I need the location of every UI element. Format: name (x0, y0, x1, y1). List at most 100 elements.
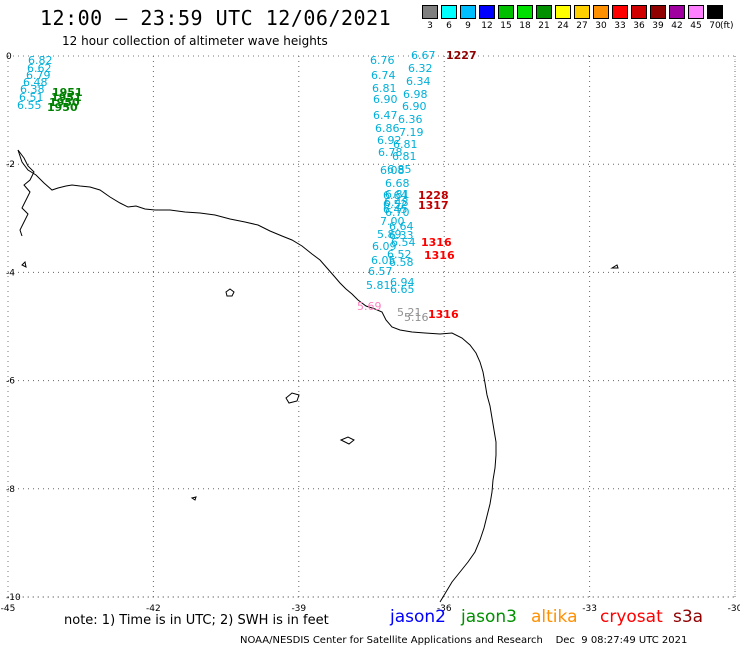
swh-label: 5.16 (404, 311, 429, 324)
coastline (17, 149, 619, 603)
swh-label: 6.76 (370, 54, 395, 67)
swh-label: 6.55 (17, 99, 42, 112)
swh-label: 6.33 (389, 229, 414, 242)
swh-label: 6.64 (389, 220, 414, 233)
legend-swatch (422, 5, 438, 19)
map-frame (7, 55, 736, 598)
swh-label: 5.89 (377, 228, 402, 241)
swh-label: 6.57 (368, 265, 393, 278)
swh-label: 6.38 (20, 83, 45, 96)
legend-label: 6 (446, 21, 452, 31)
lat-tick-label: -4 (6, 268, 15, 278)
lat-tick-label: -10 (6, 593, 21, 603)
swh-label: 6.48 (384, 196, 409, 209)
lon-tick-label: -39 (291, 604, 306, 614)
legend-swatch (707, 5, 723, 19)
lon-tick-label: -42 (146, 604, 161, 614)
swh-label: 6.65 (390, 283, 415, 296)
swh-label: 1316 (428, 308, 459, 321)
legend-label: 36 (633, 21, 645, 31)
swh-label: 6.52 (383, 198, 408, 211)
swh-label: 1950 (49, 96, 80, 109)
legend-label: 9 (465, 21, 471, 31)
legend-swatch (555, 5, 571, 19)
legend-swatch (650, 5, 666, 19)
observation-labels: 6.766.746.816.906.476.866.926.786.086.68… (17, 49, 477, 324)
swh-label: 6.05 (371, 254, 396, 267)
swh-label: 6.92 (377, 134, 402, 147)
map-subtitle: 12 hour collection of altimeter wave hei… (62, 34, 328, 48)
swh-label: 6.86 (375, 122, 400, 135)
swh-label: 1317 (418, 199, 449, 212)
swh-label: 6.81 (385, 188, 410, 201)
swh-label: 6.51 (19, 91, 44, 104)
lon-tick-label: -30 (728, 604, 740, 614)
legend-label: 15 (500, 21, 512, 31)
lon-tick-label: -33 (582, 604, 597, 614)
swh-label: 5.81 (366, 279, 391, 292)
island-4 (190, 496, 197, 501)
graticule (7, 55, 736, 598)
legend-label: 45 (690, 21, 702, 31)
legend-label: 18 (519, 21, 531, 31)
legend-label: 12 (481, 21, 493, 31)
swh-label: 6.09 (372, 240, 397, 253)
swh-label: 6.47 (373, 109, 398, 122)
swh-label: 6.74 (371, 69, 396, 82)
swh-label: 6.81 (372, 82, 397, 95)
legend-swatch (612, 5, 628, 19)
legend-label: 70 (709, 21, 721, 31)
satellite-jason3: jason3 (461, 607, 517, 627)
swh-label: 6.45 (383, 203, 408, 216)
satellite-s3a: s3a (673, 607, 704, 627)
swh-label: 6.67 (411, 49, 436, 62)
swh-label: 5.21 (397, 306, 422, 319)
satellite-cryosat: cryosat (600, 607, 663, 627)
swh-label: 6.58 (389, 256, 414, 269)
lat-tick-label: -6 (6, 377, 15, 387)
legend-unit: (ft) (720, 21, 734, 31)
swh-label: 6.70 (385, 206, 410, 219)
footnote: note: 1) Time is in UTC; 2) SWH is in fe… (64, 613, 329, 628)
lon-tick-label: -45 (1, 604, 16, 614)
swh-label: 1316 (421, 236, 452, 249)
island-3 (339, 436, 355, 445)
swh-label: 6.98 (403, 88, 428, 101)
swh-label: 6.90 (373, 93, 398, 106)
swh-label: 1950 (47, 101, 78, 114)
island-1 (225, 288, 235, 297)
swh-label: 7.00 (380, 215, 405, 228)
legend-swatch (498, 5, 514, 19)
lat-tick-label: -2 (6, 160, 15, 170)
legend-swatch (688, 5, 704, 19)
legend-label: 39 (652, 21, 664, 31)
island-6 (21, 260, 27, 268)
swh-label: 6.78 (378, 146, 403, 159)
swh-label: 5.69 (357, 300, 382, 313)
swh-label: 6.54 (391, 236, 416, 249)
swh-label: 6.64 (383, 189, 408, 202)
legend-label: 42 (671, 21, 683, 31)
south-america-coastline (17, 149, 497, 603)
legend-label: 27 (576, 21, 588, 31)
axis-tick-labels: -45 -42 -39 -36 -33 -30 0 -2 -4 -6 -8 -10 (1, 52, 740, 614)
map-title: 12:00 — 23:59 UTC 12/06/2021 (40, 6, 392, 30)
legend-swatch (669, 5, 685, 19)
swh-label: 6.81 (393, 138, 418, 151)
coastal-islands-west (17, 149, 35, 237)
island-2 (285, 392, 300, 404)
legend-swatch (574, 5, 590, 19)
swh-label: 6.68 (385, 177, 410, 190)
swh-label: 6.32 (408, 62, 433, 75)
swh-label: 6.36 (398, 113, 423, 126)
swh-label: 1951 (51, 91, 82, 104)
swh-label: 6.82 (28, 54, 53, 67)
swh-label: 6.94 (390, 276, 415, 289)
legend-swatch (631, 5, 647, 19)
swh-label: 6.85 (387, 163, 412, 176)
swh-label: 6.52 (387, 248, 412, 261)
legend-swatch (517, 5, 533, 19)
legend-label: 24 (557, 21, 569, 31)
swh-label: 1951 (52, 86, 83, 99)
